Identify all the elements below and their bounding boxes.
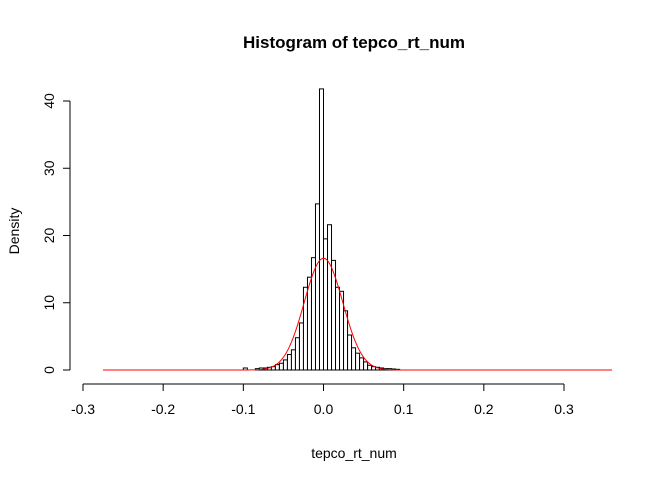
x-axis: -0.3 -0.2 -0.1 0.0 0.1 0.2 0.3: [71, 383, 574, 417]
histogram-bar: [290, 349, 296, 371]
density-curve: [103, 257, 613, 371]
histogram-bar: [355, 352, 361, 371]
histogram-bar: [314, 203, 320, 371]
histogram-bar: [274, 364, 280, 371]
x-tick-label: 0.1: [394, 401, 414, 417]
histogram-bar: [298, 322, 304, 371]
y-axis-label: Density: [6, 208, 22, 255]
y-tick-label: 40: [41, 93, 57, 109]
histogram-bar: [351, 347, 357, 371]
histogram-bar: [282, 359, 288, 371]
histogram-bar: [363, 361, 369, 371]
histogram-bar: [359, 357, 365, 371]
histogram-bars: [242, 88, 401, 371]
chart-title: Histogram of tepco_rt_num: [243, 33, 465, 52]
x-tick-label: 0.2: [474, 401, 494, 417]
histogram-bar: [286, 354, 292, 371]
y-tick-label: 30: [41, 160, 57, 176]
histogram-bar: [294, 337, 300, 371]
x-tick-label: 0.3: [554, 401, 574, 417]
y-tick-label: 20: [41, 228, 57, 244]
x-tick-label: -0.2: [151, 401, 175, 417]
y-axis: 0 10 20 30 40: [41, 93, 71, 374]
y-tick-label: 10: [41, 295, 57, 311]
histogram-bar: [306, 276, 312, 371]
histogram-bar: [335, 286, 341, 371]
histogram-bar: [343, 310, 349, 371]
x-axis-label: tepco_rt_num: [311, 445, 397, 461]
x-tick-label: -0.3: [71, 401, 95, 417]
histogram-bar: [327, 224, 333, 371]
y-tick-label: 0: [41, 366, 57, 374]
histogram-bar: [347, 334, 353, 371]
histogram-bar: [367, 364, 373, 371]
x-tick-label: -0.1: [231, 401, 255, 417]
histogram-bar: [310, 257, 316, 371]
histogram-bar: [278, 362, 284, 371]
x-tick-label: 0.0: [314, 401, 334, 417]
histogram-bar: [318, 88, 324, 371]
